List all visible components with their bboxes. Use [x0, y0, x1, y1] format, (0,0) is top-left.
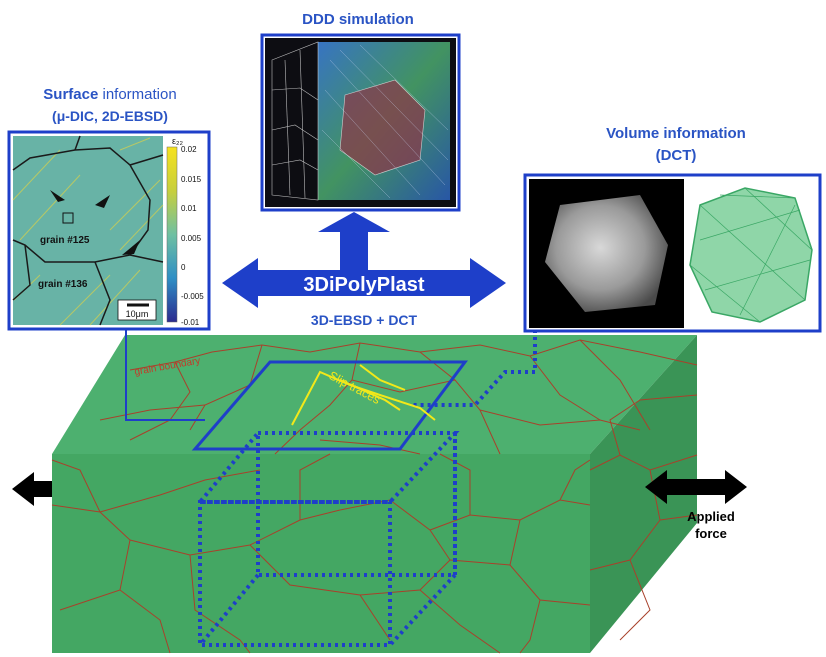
cbar-tick-5: -0.005: [181, 292, 204, 301]
dct-grey-image: [529, 179, 684, 328]
dotted-volume-cube: [195, 431, 460, 647]
block-right-face: [590, 335, 697, 653]
specimen-block: grain boundary: [51, 335, 698, 654]
cbar-tick-2: 0.01: [181, 204, 197, 213]
cbar-tick-4: 0: [181, 263, 186, 272]
surface-connector: [125, 330, 205, 421]
applied-force-label-line1: Applied: [687, 509, 735, 524]
cbar-tick-6: -0.01: [181, 318, 200, 327]
cbar-tick-0: 0.02: [181, 145, 197, 154]
surface-plane: [191, 360, 468, 451]
volume-title-line1: Volume information: [606, 125, 746, 142]
right-force-arrow: [645, 470, 747, 504]
applied-force-label-line2: force: [695, 526, 727, 541]
dic-strain-map: grain #125 grain #136 10μm: [12, 135, 164, 326]
scale-bar-label: 10μm: [126, 309, 149, 319]
surface-title-light: information: [103, 86, 177, 103]
block-front-face: [52, 454, 590, 653]
colorbar: ε₂₂ 0.02 0.015 0.01 0.005 0 -0.005 -0.01: [166, 136, 204, 327]
grain-136-label: grain #136: [38, 279, 88, 290]
ebsd-dct-label: 3D-EBSD + DCT: [311, 312, 418, 328]
slip-traces: [291, 364, 436, 426]
surface-title-bold: Surface: [43, 86, 98, 103]
up-arrow: [318, 212, 390, 276]
volume-title-line2: (DCT): [656, 147, 697, 164]
cbar-tick-1: 0.015: [181, 175, 202, 184]
ddd-simulation-image: [265, 38, 456, 207]
colorbar-title: ε₂₂: [172, 136, 184, 146]
3dipolyplast-label: 3DiPolyPlast: [303, 274, 425, 296]
surface-title-line2: (μ-DIC, 2D-EBSD): [52, 108, 168, 124]
3dipolyplast-double-arrow: 3DiPolyPlast: [222, 212, 506, 308]
ddd-title: DDD simulation: [302, 11, 414, 28]
dct-green-grain: [685, 179, 817, 328]
grain-125-label: grain #125: [40, 235, 90, 246]
dotted-connector-dct: [410, 330, 537, 407]
left-force-arrow: [12, 472, 52, 506]
cbar-tick-3: 0.005: [181, 234, 202, 243]
surface-title-line1: Surface information: [43, 86, 176, 103]
